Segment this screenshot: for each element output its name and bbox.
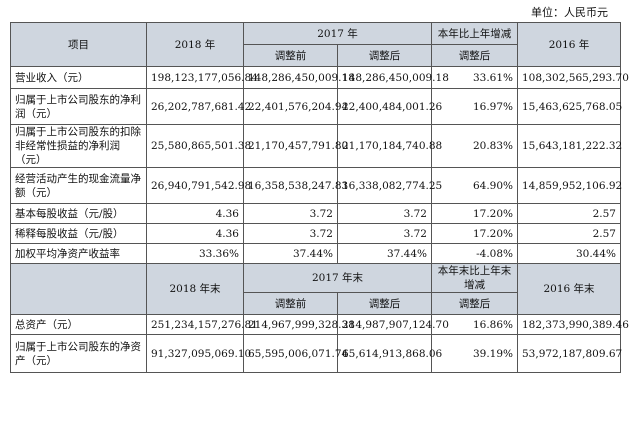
financial-summary-table: 项目 2018 年 2017 年 本年比上年增减 2016 年 调整前 调整后 … (10, 22, 629, 373)
table-row: 归属于上市公司股东的净资产（元） 91,327,095,069.10 65,595,… (10, 334, 622, 373)
cell-before: 16,358,538,247.83 (243, 167, 348, 204)
cell-change: -4.08% (431, 243, 518, 264)
cell-v2018: 26,202,787,681.42 (146, 88, 251, 125)
cell-v2016: 15,463,625,768.05 (517, 88, 622, 125)
cell-after: 37.44% (337, 243, 432, 264)
cell-v2016: 30.44% (517, 243, 621, 264)
cell-label: 营业收入（元） (10, 66, 147, 89)
cell-change: 20.83% (431, 124, 518, 168)
header-before-adjust: 调整前 (243, 44, 338, 67)
cell-label: 基本每股收益（元/股） (10, 203, 147, 224)
cell-label: 经营活动产生的现金流量净额（元） (10, 167, 147, 204)
cell-label: 总资产（元） (10, 314, 147, 335)
table-row: 营业收入（元） 198,123,177,056.84 148,286,450,009… (10, 66, 629, 89)
cell-after: 16,338,082,774.25 (337, 167, 442, 204)
header2-2018: 2018 年末 (146, 263, 244, 315)
cell-v2018: 33.36% (146, 243, 244, 264)
cell-after: 65,614,913,868.06 (337, 334, 442, 373)
table-row: 归属于上市公司股东的扣除非经常性损益的净利润（元） 25,580,865,501.… (10, 124, 622, 168)
cell-v2018: 251,234,157,276.81 (146, 314, 258, 335)
header-after-adjust: 调整后 (337, 44, 432, 67)
cell-before: 148,286,450,009.18 (243, 66, 355, 89)
cell-after: 3.72 (337, 203, 432, 224)
cell-label: 加权平均净资产收益率 (10, 243, 147, 264)
cell-v2016: 53,972,187,809.67 (517, 334, 622, 373)
header2-after-adjust: 调整后 (337, 292, 432, 315)
cell-v2016: 14,859,952,106.92 (517, 167, 622, 204)
cell-change: 17.20% (431, 203, 518, 224)
cell-v2016: 2.57 (517, 223, 621, 244)
cell-v2018: 4.36 (146, 223, 244, 244)
header-2017: 2017 年 (243, 22, 432, 45)
header2-2016: 2016 年末 (517, 263, 621, 315)
cell-before: 3.72 (243, 203, 338, 224)
cell-change: 64.90% (431, 167, 518, 204)
header-2016: 2016 年 (517, 22, 621, 67)
cell-after: 22,400,484,001.26 (337, 88, 442, 125)
cell-v2016: 182,373,990,389.46 (517, 314, 629, 335)
cell-label: 归属于上市公司股东的扣除非经常性损益的净利润（元） (10, 124, 147, 168)
cell-v2018: 198,123,177,056.84 (146, 66, 258, 89)
header2-change: 本年末比上年末增减 (431, 263, 518, 293)
cell-change: 39.19% (431, 334, 518, 373)
cell-change: 17.20% (431, 223, 518, 244)
header2-2017: 2017 年末 (243, 263, 432, 293)
header-2018: 2018 年 (146, 22, 244, 67)
table-row: 归属于上市公司股东的净利润（元） 26,202,787,681.42 22,401,… (10, 88, 622, 125)
cell-before: 214,967,999,328.38 (243, 314, 355, 335)
cell-before: 37.44% (243, 243, 338, 264)
unit-label: 单位：人民币元 (531, 6, 608, 19)
cell-v2018: 26,940,791,542.98 (146, 167, 251, 204)
table-row: 稀释每股收益（元/股） 4.36 3.72 3.72 17.20% 2.57 (10, 223, 621, 244)
cell-before: 22,401,576,204.94 (243, 88, 348, 125)
table-row: 基本每股收益（元/股） 4.36 3.72 3.72 17.20% 2.57 (10, 203, 621, 224)
cell-after: 214,987,907,124.70 (337, 314, 449, 335)
cell-v2016: 108,302,565,293.70 (517, 66, 629, 89)
header2-change-sub: 调整后 (431, 292, 518, 315)
table-row: 经营活动产生的现金流量净额（元） 26,940,791,542.98 16,358,… (10, 167, 622, 204)
cell-after: 21,170,184,740.88 (337, 124, 442, 168)
cell-before: 65,595,006,071.74 (243, 334, 348, 373)
cell-v2018: 91,327,095,069.10 (146, 334, 251, 373)
header2-empty (10, 263, 147, 315)
header-item: 项目 (10, 22, 147, 67)
cell-label: 归属于上市公司股东的净资产（元） (10, 334, 147, 373)
cell-v2018: 25,580,865,501.38 (146, 124, 251, 168)
table-row: 加权平均净资产收益率 33.36% 37.44% 37.44% -4.08% 30.44% (10, 243, 621, 264)
cell-after: 148,286,450,009.18 (337, 66, 449, 89)
header2-before-adjust: 调整前 (243, 292, 338, 315)
cell-change: 16.97% (431, 88, 518, 125)
cell-before: 3.72 (243, 223, 338, 244)
header-change: 本年比上年增减 (431, 22, 518, 45)
cell-v2016: 2.57 (517, 203, 621, 224)
cell-label: 稀释每股收益（元/股） (10, 223, 147, 244)
header-change-sub: 调整后 (431, 44, 518, 67)
cell-after: 3.72 (337, 223, 432, 244)
cell-v2016: 15,643,181,222.32 (517, 124, 622, 168)
cell-label: 归属于上市公司股东的净利润（元） (10, 88, 147, 125)
cell-before: 21,170,457,791.80 (243, 124, 348, 168)
table-row: 总资产（元） 251,234,157,276.81 214,967,999,328.… (10, 314, 629, 335)
cell-v2018: 4.36 (146, 203, 244, 224)
